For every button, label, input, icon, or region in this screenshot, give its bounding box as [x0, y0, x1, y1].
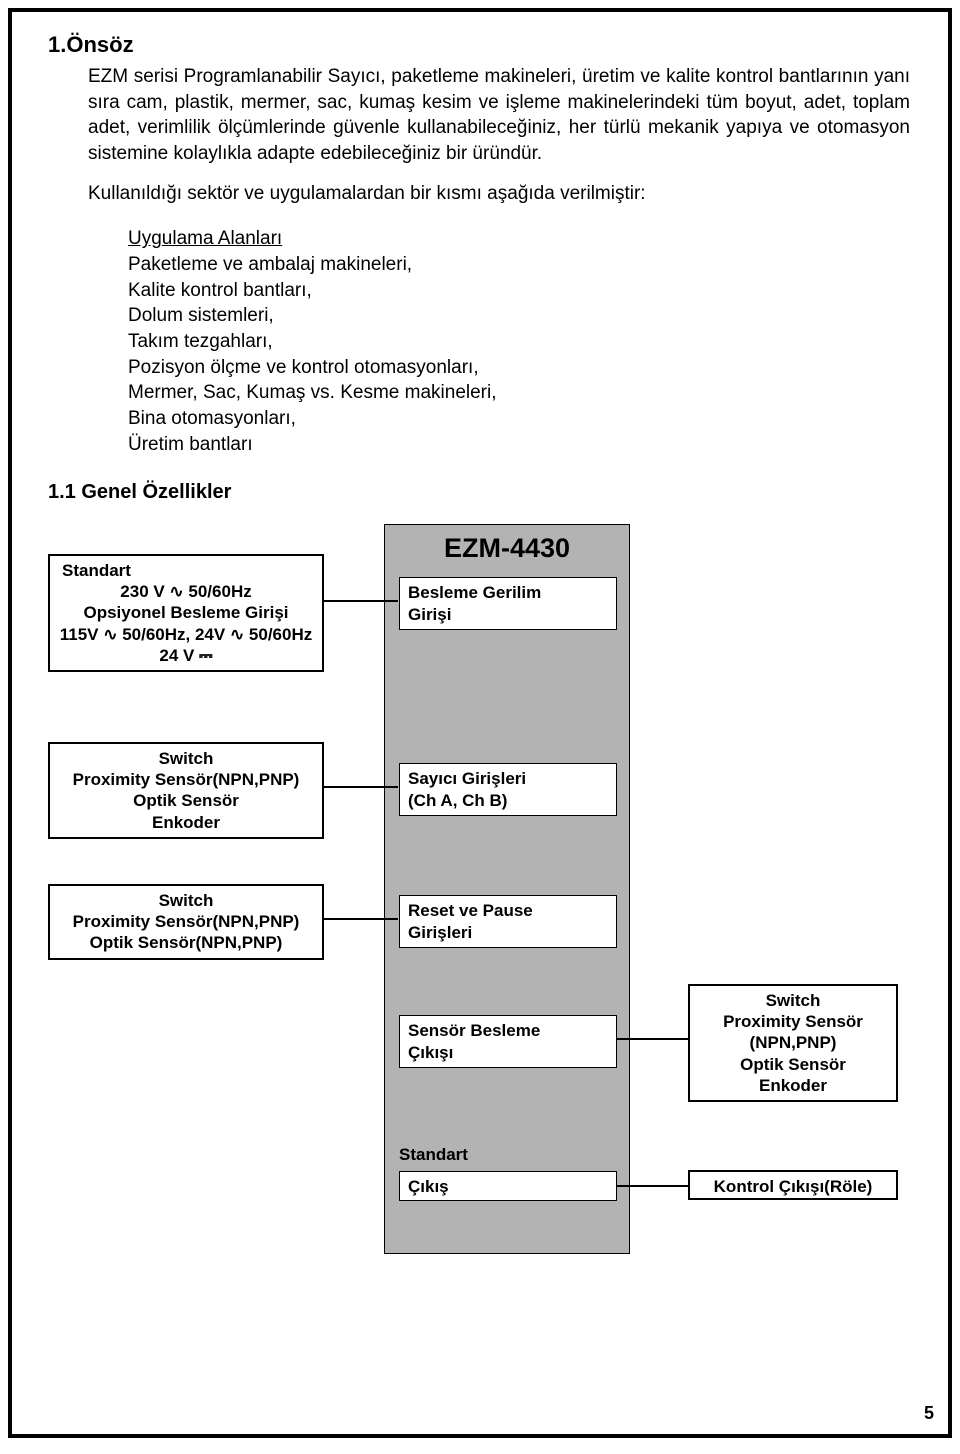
right-box-kontrol-cikis: Kontrol Çıkışı(Röle) [688, 1170, 898, 1200]
left-box-line: 230 V ∿ 50/60Hz [56, 581, 316, 602]
right-box-line: (NPN,PNP) [696, 1032, 890, 1053]
application-item: Mermer, Sac, Kumaş vs. Kesme makineleri, [128, 380, 912, 406]
main-device-box: EZM-4430 Besleme Gerilim Girişi Sayıcı G… [384, 524, 630, 1254]
left-box-besleme: Standart 230 V ∿ 50/60Hz Opsiyonel Besle… [48, 554, 324, 671]
page-number: 5 [924, 1403, 934, 1424]
right-box-line: Switch [696, 990, 890, 1011]
left-box-sayici: Switch Proximity Sensör(NPN,PNP) Optik S… [48, 742, 324, 838]
right-box-line: Kontrol Çıkışı(Röle) [696, 1176, 890, 1197]
connector-line [324, 600, 398, 602]
block-diagram: EZM-4430 Besleme Gerilim Girişi Sayıcı G… [48, 524, 912, 1274]
inner-label: Reset ve Pause [408, 901, 533, 920]
left-box-line: Optik Sensör [56, 790, 316, 811]
inner-box-reset-pause: Reset ve Pause Girişleri [399, 895, 617, 948]
application-item: Üretim bantları [128, 432, 912, 458]
application-item: Takım tezgahları, [128, 329, 912, 355]
left-box-line: Proximity Sensör(NPN,PNP) [56, 911, 316, 932]
inner-label: Çıkışı [408, 1043, 453, 1062]
left-box-line: 24 V ⎓ [56, 645, 316, 666]
connector-line [324, 786, 398, 788]
inner-label: Girişi [408, 605, 451, 624]
inner-label: Sensör Besleme [408, 1021, 540, 1040]
connector-line [324, 918, 398, 920]
application-item: Dolum sistemleri, [128, 303, 912, 329]
right-box-line: Proximity Sensör [696, 1011, 890, 1032]
application-list-title: Uygulama Alanları [128, 228, 912, 250]
page-frame: 1.Önsöz EZM serisi Programlanabilir Sayı… [8, 8, 952, 1438]
inner-box-sensor-besleme: Sensör Besleme Çıkışı [399, 1015, 617, 1068]
standart-label: Standart [399, 1145, 468, 1165]
left-box-line: Switch [56, 748, 316, 769]
device-model-title: EZM-4430 [385, 533, 629, 564]
intro-paragraph-2: Kullanıldığı sektör ve uygulamalardan bi… [88, 181, 910, 207]
left-box-line: Proximity Sensör(NPN,PNP) [56, 769, 316, 790]
intro-paragraph: EZM serisi Programlanabilir Sayıcı, pake… [88, 64, 910, 167]
left-box-line: Enkoder [56, 812, 316, 833]
application-item: Bina otomasyonları, [128, 406, 912, 432]
inner-label: Girişleri [408, 923, 472, 942]
left-box-line: Switch [56, 890, 316, 911]
inner-label: Çıkış [408, 1177, 449, 1196]
left-box-line: 115V ∿ 50/60Hz, 24V ∿ 50/60Hz [56, 624, 316, 645]
left-box-line: Standart [56, 560, 316, 581]
left-box-reset-pause: Switch Proximity Sensör(NPN,PNP) Optik S… [48, 884, 324, 959]
inner-box-cikis: Çıkış [399, 1171, 617, 1201]
right-box-line: Optik Sensör [696, 1054, 890, 1075]
application-item: Pozisyon ölçme ve kontrol otomasyonları, [128, 355, 912, 381]
application-item: Paketleme ve ambalaj makineleri, [128, 252, 912, 278]
left-box-line: Opsiyonel Besleme Girişi [56, 602, 316, 623]
inner-label: Besleme Gerilim [408, 583, 541, 602]
right-box-sensor-types: Switch Proximity Sensör (NPN,PNP) Optik … [688, 984, 898, 1101]
inner-box-sayici-girisleri: Sayıcı Girişleri (Ch A, Ch B) [399, 763, 617, 816]
inner-label: Sayıcı Girişleri [408, 769, 526, 788]
connector-line [616, 1185, 688, 1187]
heading-genel-ozellikler: 1.1 Genel Özellikler [48, 481, 912, 504]
connector-line [616, 1038, 688, 1040]
inner-box-besleme-gerilim: Besleme Gerilim Girişi [399, 577, 617, 630]
heading-onsoz: 1.Önsöz [48, 32, 912, 58]
application-item: Kalite kontrol bantları, [128, 278, 912, 304]
left-box-line: Optik Sensör(NPN,PNP) [56, 932, 316, 953]
inner-label: (Ch A, Ch B) [408, 791, 507, 810]
right-box-line: Enkoder [696, 1075, 890, 1096]
application-list: Uygulama Alanları Paketleme ve ambalaj m… [128, 228, 912, 457]
